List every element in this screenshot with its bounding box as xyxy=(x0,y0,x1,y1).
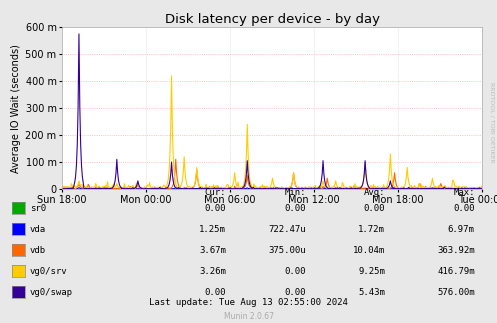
Text: RRDTOOL / TOBI OETIKER: RRDTOOL / TOBI OETIKER xyxy=(490,82,495,163)
Text: 0.00: 0.00 xyxy=(284,288,306,297)
Text: Min:: Min: xyxy=(284,188,306,197)
Text: 1.25m: 1.25m xyxy=(199,225,226,234)
Text: 0.00: 0.00 xyxy=(205,288,226,297)
Text: 10.04m: 10.04m xyxy=(353,246,385,255)
Text: 0.00: 0.00 xyxy=(205,204,226,213)
Text: 0.00: 0.00 xyxy=(284,204,306,213)
Text: vda: vda xyxy=(30,225,46,234)
Text: 3.67m: 3.67m xyxy=(199,246,226,255)
Text: 3.26m: 3.26m xyxy=(199,267,226,276)
Text: 0.00: 0.00 xyxy=(453,204,475,213)
Text: 0.00: 0.00 xyxy=(364,204,385,213)
Text: vg0/swap: vg0/swap xyxy=(30,288,73,297)
Text: 6.97m: 6.97m xyxy=(448,225,475,234)
Text: 363.92m: 363.92m xyxy=(437,246,475,255)
Text: 9.25m: 9.25m xyxy=(358,267,385,276)
Text: 576.00m: 576.00m xyxy=(437,288,475,297)
Text: 5.43m: 5.43m xyxy=(358,288,385,297)
Text: 416.79m: 416.79m xyxy=(437,267,475,276)
Text: 1.72m: 1.72m xyxy=(358,225,385,234)
Text: vdb: vdb xyxy=(30,246,46,255)
Title: Disk latency per device - by day: Disk latency per device - by day xyxy=(165,13,380,26)
Text: 0.00: 0.00 xyxy=(284,267,306,276)
Y-axis label: Average IO Wait (seconds): Average IO Wait (seconds) xyxy=(11,44,21,172)
Text: vg0/srv: vg0/srv xyxy=(30,267,68,276)
Text: Munin 2.0.67: Munin 2.0.67 xyxy=(224,312,273,321)
Text: Max:: Max: xyxy=(453,188,475,197)
Text: 722.47u: 722.47u xyxy=(268,225,306,234)
Text: 375.00u: 375.00u xyxy=(268,246,306,255)
Text: Avg:: Avg: xyxy=(364,188,385,197)
Text: Cur:: Cur: xyxy=(205,188,226,197)
Text: Last update: Tue Aug 13 02:55:00 2024: Last update: Tue Aug 13 02:55:00 2024 xyxy=(149,298,348,307)
Text: sr0: sr0 xyxy=(30,204,46,213)
